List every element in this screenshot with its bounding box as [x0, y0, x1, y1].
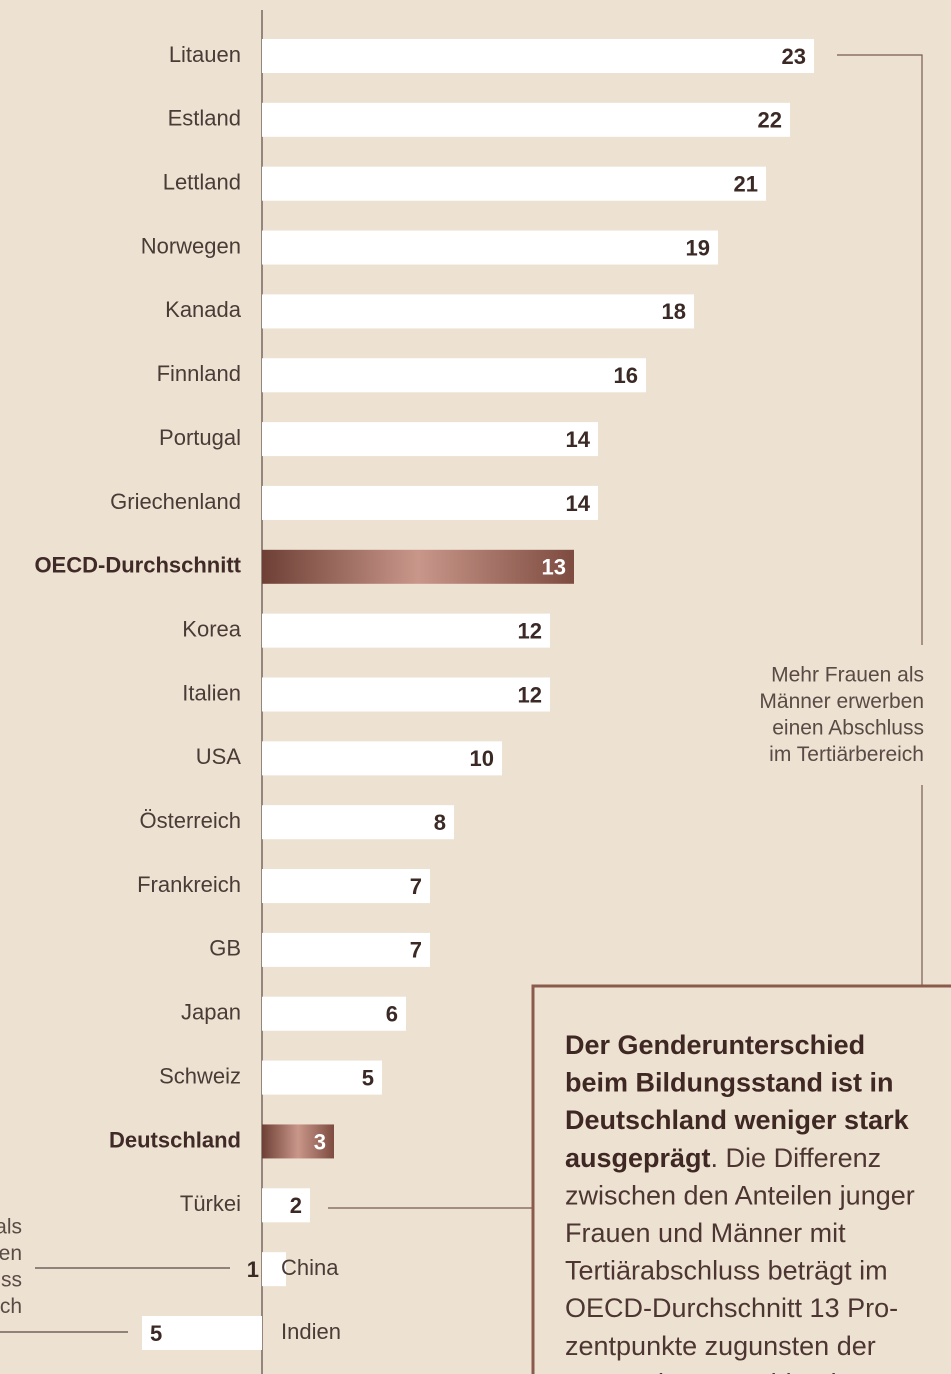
- category-label: Frankreich: [137, 872, 241, 897]
- box-text-part: ausgeprägt: [565, 1143, 711, 1173]
- value-label: 21: [734, 172, 758, 197]
- box-text-part: Tertiärabschluss beträgt im: [565, 1256, 888, 1286]
- category-label: USA: [196, 744, 242, 769]
- bar: [262, 1124, 334, 1159]
- value-label: 5: [150, 1321, 162, 1346]
- value-label: 2: [290, 1193, 302, 1218]
- value-label: 8: [434, 810, 446, 835]
- box-text-part: zwischen den Anteilen junger: [565, 1181, 915, 1211]
- value-label: 13: [542, 555, 566, 580]
- bar: [262, 1188, 310, 1223]
- box-text-part: Frauen in Deutschland: [565, 1369, 837, 1374]
- bar: [262, 677, 550, 712]
- value-label: 12: [518, 618, 542, 643]
- bar: [142, 1316, 262, 1350]
- box-text-part: Deutschland weniger stark: [565, 1105, 910, 1135]
- value-label: 19: [686, 235, 710, 260]
- value-label: 18: [662, 299, 686, 324]
- value-label: 1: [247, 1257, 259, 1282]
- box-text: Deutschland weniger stark: [565, 1105, 910, 1135]
- category-label: Italien: [182, 680, 241, 705]
- annotation: als: [0, 1216, 22, 1239]
- box-text: Tertiärabschluss beträgt im: [565, 1256, 888, 1286]
- category-label: Estland: [168, 106, 241, 131]
- category-label: Österreich: [140, 808, 241, 833]
- bar: [262, 805, 454, 840]
- category-label: Indien: [281, 1319, 341, 1344]
- bar: [262, 102, 790, 137]
- bar: [262, 996, 406, 1031]
- category-label: Griechenland: [110, 489, 241, 514]
- value-label: 10: [470, 746, 494, 771]
- bar: [262, 230, 718, 265]
- category-label: Korea: [182, 616, 241, 641]
- annotation: en: [0, 1242, 22, 1265]
- bar: [262, 549, 574, 584]
- bar: [262, 422, 598, 457]
- box-text: ausgeprägt. Die Differenz: [565, 1143, 881, 1173]
- box-text: beim Bildungsstand ist in: [565, 1068, 894, 1098]
- category-label: Norwegen: [141, 233, 241, 258]
- bar: [262, 1252, 286, 1287]
- category-label: China: [281, 1255, 339, 1280]
- value-label: 23: [782, 44, 806, 69]
- value-label: 16: [614, 363, 638, 388]
- box-text-part: beim Bildungsstand ist in: [565, 1068, 894, 1098]
- box-text-part: . Die Differenz: [711, 1143, 882, 1173]
- category-label: GB: [209, 936, 241, 961]
- box-text: zwischen den Anteilen junger: [565, 1181, 915, 1211]
- category-label: Kanada: [165, 297, 242, 322]
- category-label: Deutschland: [109, 1127, 241, 1152]
- box-border: [531, 984, 951, 1374]
- bar: [262, 1060, 382, 1095]
- box-text: Frauen und Männer mit: [565, 1218, 846, 1248]
- box-text-part: OECD-Durchschnitt 13 Pro-: [565, 1293, 898, 1323]
- bar: [262, 294, 694, 329]
- annotation: Männer erwerben: [759, 690, 924, 713]
- bar: [262, 741, 502, 776]
- category-label: Japan: [181, 1000, 241, 1025]
- bar: [262, 166, 766, 201]
- category-label: Litauen: [169, 42, 241, 67]
- bar: [262, 39, 814, 73]
- value-label: 14: [566, 427, 591, 452]
- annotation: ch: [0, 1295, 22, 1318]
- annotation: ss: [1, 1269, 22, 1292]
- box-text-part: zentpunkte zugunsten der: [565, 1331, 876, 1361]
- box-text: OECD-Durchschnitt 13 Pro-: [565, 1293, 898, 1323]
- annotation: im Tertiärbereich: [769, 743, 924, 766]
- box-text: zentpunkte zugunsten der: [565, 1331, 876, 1361]
- value-label: 22: [758, 108, 782, 133]
- value-label: 7: [410, 938, 422, 963]
- category-label: Türkei: [180, 1191, 241, 1216]
- annotation: Mehr Frauen als: [771, 664, 924, 687]
- annotation: einen Abschluss: [772, 717, 924, 740]
- value-label: 5: [362, 1065, 374, 1090]
- bar: [262, 485, 598, 520]
- category-label: Lettland: [163, 170, 241, 195]
- category-label: Finnland: [157, 361, 241, 386]
- bar: [262, 613, 550, 648]
- value-label: 12: [518, 682, 542, 707]
- bar: [262, 358, 646, 393]
- box-text: Frauen in Deutschland: [565, 1369, 837, 1374]
- value-label: 7: [410, 874, 422, 899]
- category-label: Portugal: [159, 425, 241, 450]
- category-label: Schweiz: [159, 1063, 241, 1088]
- box-text: Der Genderunterschied: [565, 1030, 865, 1060]
- box-text-part: Der Genderunterschied: [565, 1030, 865, 1060]
- category-label: OECD-Durchschnitt: [34, 553, 241, 578]
- bar: [262, 932, 430, 967]
- value-label: 3: [314, 1129, 326, 1154]
- value-label: 6: [386, 1002, 398, 1027]
- value-label: 14: [566, 491, 591, 516]
- bracket: [837, 54, 923, 645]
- bar: [262, 869, 430, 904]
- box-text-part: Frauen und Männer mit: [565, 1218, 846, 1248]
